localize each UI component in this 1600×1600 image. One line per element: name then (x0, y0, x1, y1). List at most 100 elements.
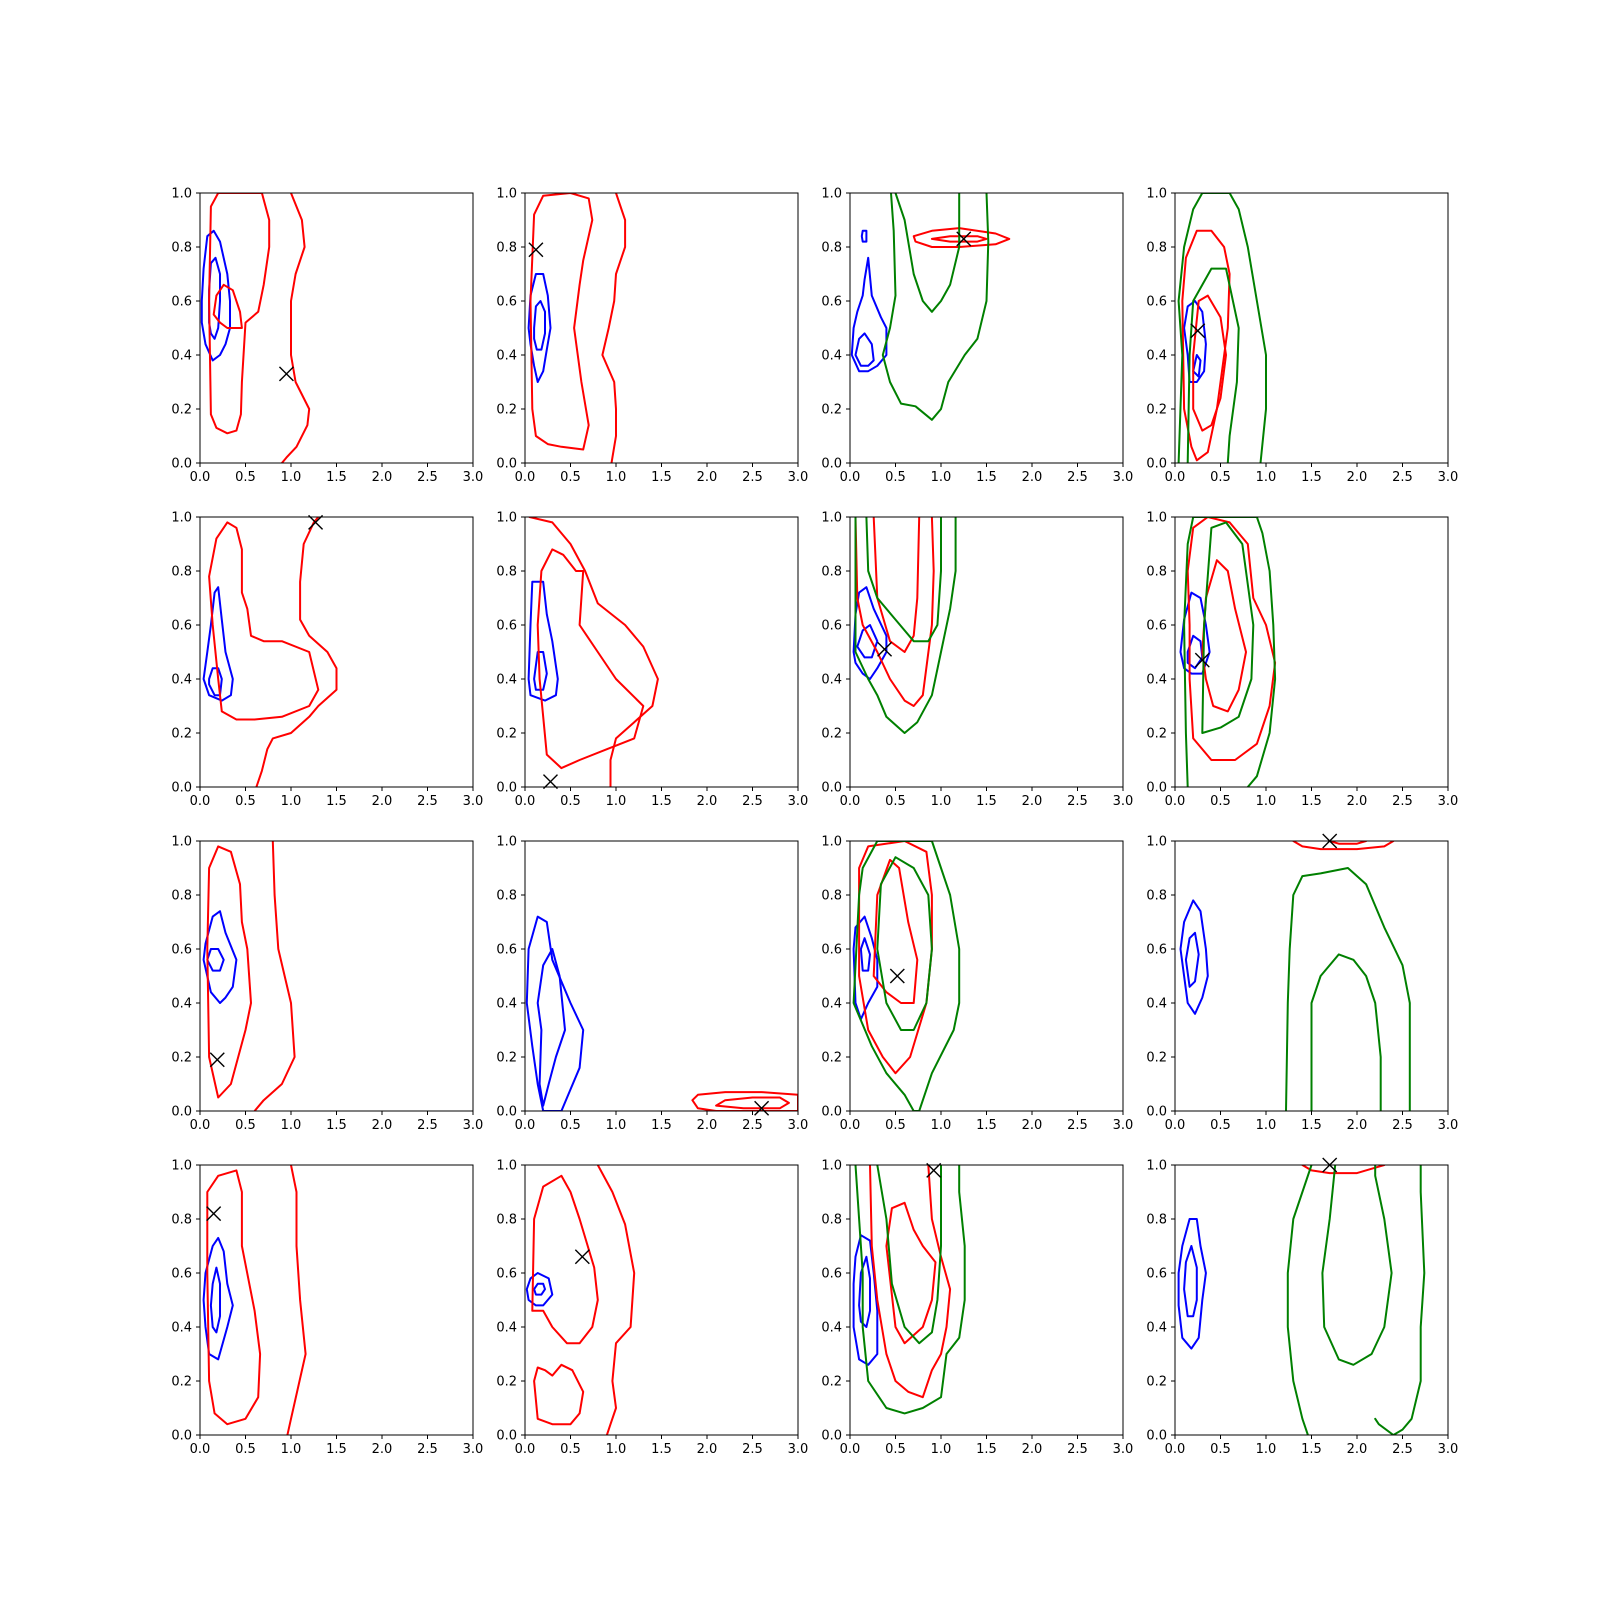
x-tick-label: 1.0 (606, 1442, 627, 1457)
x-tick-label: 1.5 (651, 1442, 672, 1457)
x-tick-label: 0.5 (235, 1442, 256, 1457)
y-tick-label: 1.0 (496, 835, 517, 850)
x-tick-label: 0.5 (1210, 794, 1231, 809)
x-tick-label: 0.0 (190, 470, 211, 485)
x-tick-label: 1.0 (1256, 470, 1277, 485)
y-tick-label: 0.6 (496, 1267, 517, 1282)
red-contour-line (280, 193, 311, 463)
x-tick-label: 0.5 (885, 1118, 906, 1133)
x-tick-label: 0.0 (190, 1118, 211, 1133)
x-tick-label: 1.0 (1256, 794, 1277, 809)
contour-layer (202, 517, 338, 787)
red-contour-line (885, 1201, 937, 1345)
y-tick-label: 0.6 (171, 1267, 192, 1282)
blue-contour-line (1184, 931, 1200, 988)
contour-layer (850, 193, 1011, 421)
blue-contour-line (208, 667, 223, 697)
x-marker (1194, 652, 1210, 668)
y-tick-label: 0.2 (171, 727, 192, 742)
y-tick-label: 0.0 (496, 1105, 517, 1120)
green-contour-line (1183, 517, 1277, 787)
x-tick-label: 0.0 (190, 794, 211, 809)
blue-contour-line (527, 580, 559, 702)
red-contour-line (691, 1091, 798, 1111)
subplot-r0-c1: 0.0 0.5 1.0 1.5 2.0 2.5 3.0 0.0 0.2 0.4 0.6 0.8 1.0 (496, 187, 808, 486)
y-tick-label: 0.4 (1146, 1321, 1167, 1336)
x-tick-label: 3.0 (788, 1442, 809, 1457)
x-tick-label: 1.0 (1256, 1442, 1277, 1457)
x-tick-label: 2.5 (742, 1118, 763, 1133)
x-tick-label: 0.0 (515, 470, 536, 485)
y-tick-label: 0.6 (821, 943, 842, 958)
green-contour-line (876, 856, 933, 1031)
y-tick-label: 0.2 (496, 1375, 517, 1390)
y-tick-label: 1.0 (821, 511, 842, 526)
y-tick-label: 0.0 (1146, 1105, 1167, 1120)
subplot-r0-c3: 0.0 0.5 1.0 1.5 2.0 2.5 3.0 0.0 0.2 0.4 0.6 0.8 1.0 (1146, 187, 1458, 486)
y-tick-label: 1.0 (1146, 511, 1167, 526)
red-contour-line (869, 1165, 952, 1399)
subplot-r3-c3: 0.0 0.5 1.0 1.5 2.0 2.5 3.0 0.0 0.2 0.4 0.6 0.8 1.0 (1146, 1157, 1458, 1457)
blue-contour-line (852, 1234, 879, 1366)
x-marker (889, 968, 905, 984)
contour-layer (527, 193, 627, 463)
x-tick-label: 2.0 (1347, 470, 1368, 485)
red-contour-line (1186, 517, 1277, 761)
x-tick-label: 0.5 (560, 470, 581, 485)
y-tick-label: 0.6 (496, 619, 517, 634)
x-tick-label: 0.5 (1210, 1442, 1231, 1457)
y-tick-label: 0.0 (171, 457, 192, 472)
x-tick-label: 0.5 (560, 1442, 581, 1457)
x-tick-label: 0.0 (840, 1118, 861, 1133)
y-tick-label: 0.2 (1146, 1051, 1167, 1066)
x-tick-label: 2.5 (417, 470, 438, 485)
y-tick-label: 0.4 (496, 349, 517, 364)
x-tick-label: 0.0 (840, 470, 861, 485)
green-contour-line (1321, 1165, 1393, 1366)
blue-contour-line (854, 332, 875, 367)
x-tick-label: 2.0 (697, 470, 718, 485)
y-tick-label: 0.0 (496, 1429, 517, 1444)
y-tick-label: 0.6 (821, 1267, 842, 1282)
subplot-r0-c2: 0.0 0.5 1.0 1.5 2.0 2.5 3.0 0.0 0.2 0.4 0.6 0.8 1.0 (821, 187, 1133, 486)
x-tick-label: 0.5 (1210, 470, 1231, 485)
green-contour-line (881, 193, 990, 421)
red-contour-line (206, 1169, 262, 1426)
x-tick-label: 1.0 (931, 470, 952, 485)
x-tick-label: 1.5 (1301, 1442, 1322, 1457)
subplot-r2-c3: 0.0 0.5 1.0 1.5 2.0 2.5 3.0 0.0 0.2 0.4 0.6 0.8 1.0 (1146, 833, 1459, 1133)
x-marker (754, 1100, 770, 1116)
blue-contour-line (536, 948, 566, 1107)
blue-contour-line (533, 300, 546, 351)
x-tick-label: 2.0 (372, 794, 393, 809)
x-marker (209, 1052, 225, 1068)
plot-area (1175, 517, 1448, 787)
x-tick-label: 3.0 (1438, 794, 1459, 809)
x-tick-label: 0.0 (1165, 470, 1186, 485)
x-marker (877, 641, 893, 657)
subplot-r3-c1: 0.0 0.5 1.0 1.5 2.0 2.5 3.0 0.0 0.2 0.4 0.6 0.8 1.0 (496, 1159, 808, 1458)
y-tick-label: 0.6 (1146, 1267, 1167, 1282)
y-tick-label: 0.4 (171, 997, 192, 1012)
y-tick-label: 0.6 (171, 943, 192, 958)
blue-contour-line (533, 1282, 546, 1296)
y-tick-label: 1.0 (171, 187, 192, 202)
green-contour-line (854, 517, 957, 734)
plot-area (525, 517, 798, 787)
x-tick-label: 2.0 (1347, 794, 1368, 809)
plot-area (850, 1165, 1123, 1435)
y-tick-label: 1.0 (171, 511, 192, 526)
x-marker (956, 231, 972, 247)
green-contour-line (1201, 521, 1255, 734)
blue-contour-line (1177, 1218, 1207, 1350)
x-marker (528, 242, 544, 258)
subplot-r2-c1: 0.0 0.5 1.0 1.5 2.0 2.5 3.0 0.0 0.2 0.4 0.6 0.8 1.0 (496, 835, 808, 1134)
red-contour-line (1328, 841, 1368, 845)
x-tick-label: 0.5 (885, 794, 906, 809)
x-tick-label: 3.0 (1438, 1118, 1459, 1133)
x-tick-label: 2.5 (417, 794, 438, 809)
x-tick-label: 1.0 (281, 1118, 302, 1133)
blue-contour-line (200, 229, 231, 362)
red-contour-line (912, 227, 1011, 248)
y-tick-label: 1.0 (1146, 835, 1167, 850)
